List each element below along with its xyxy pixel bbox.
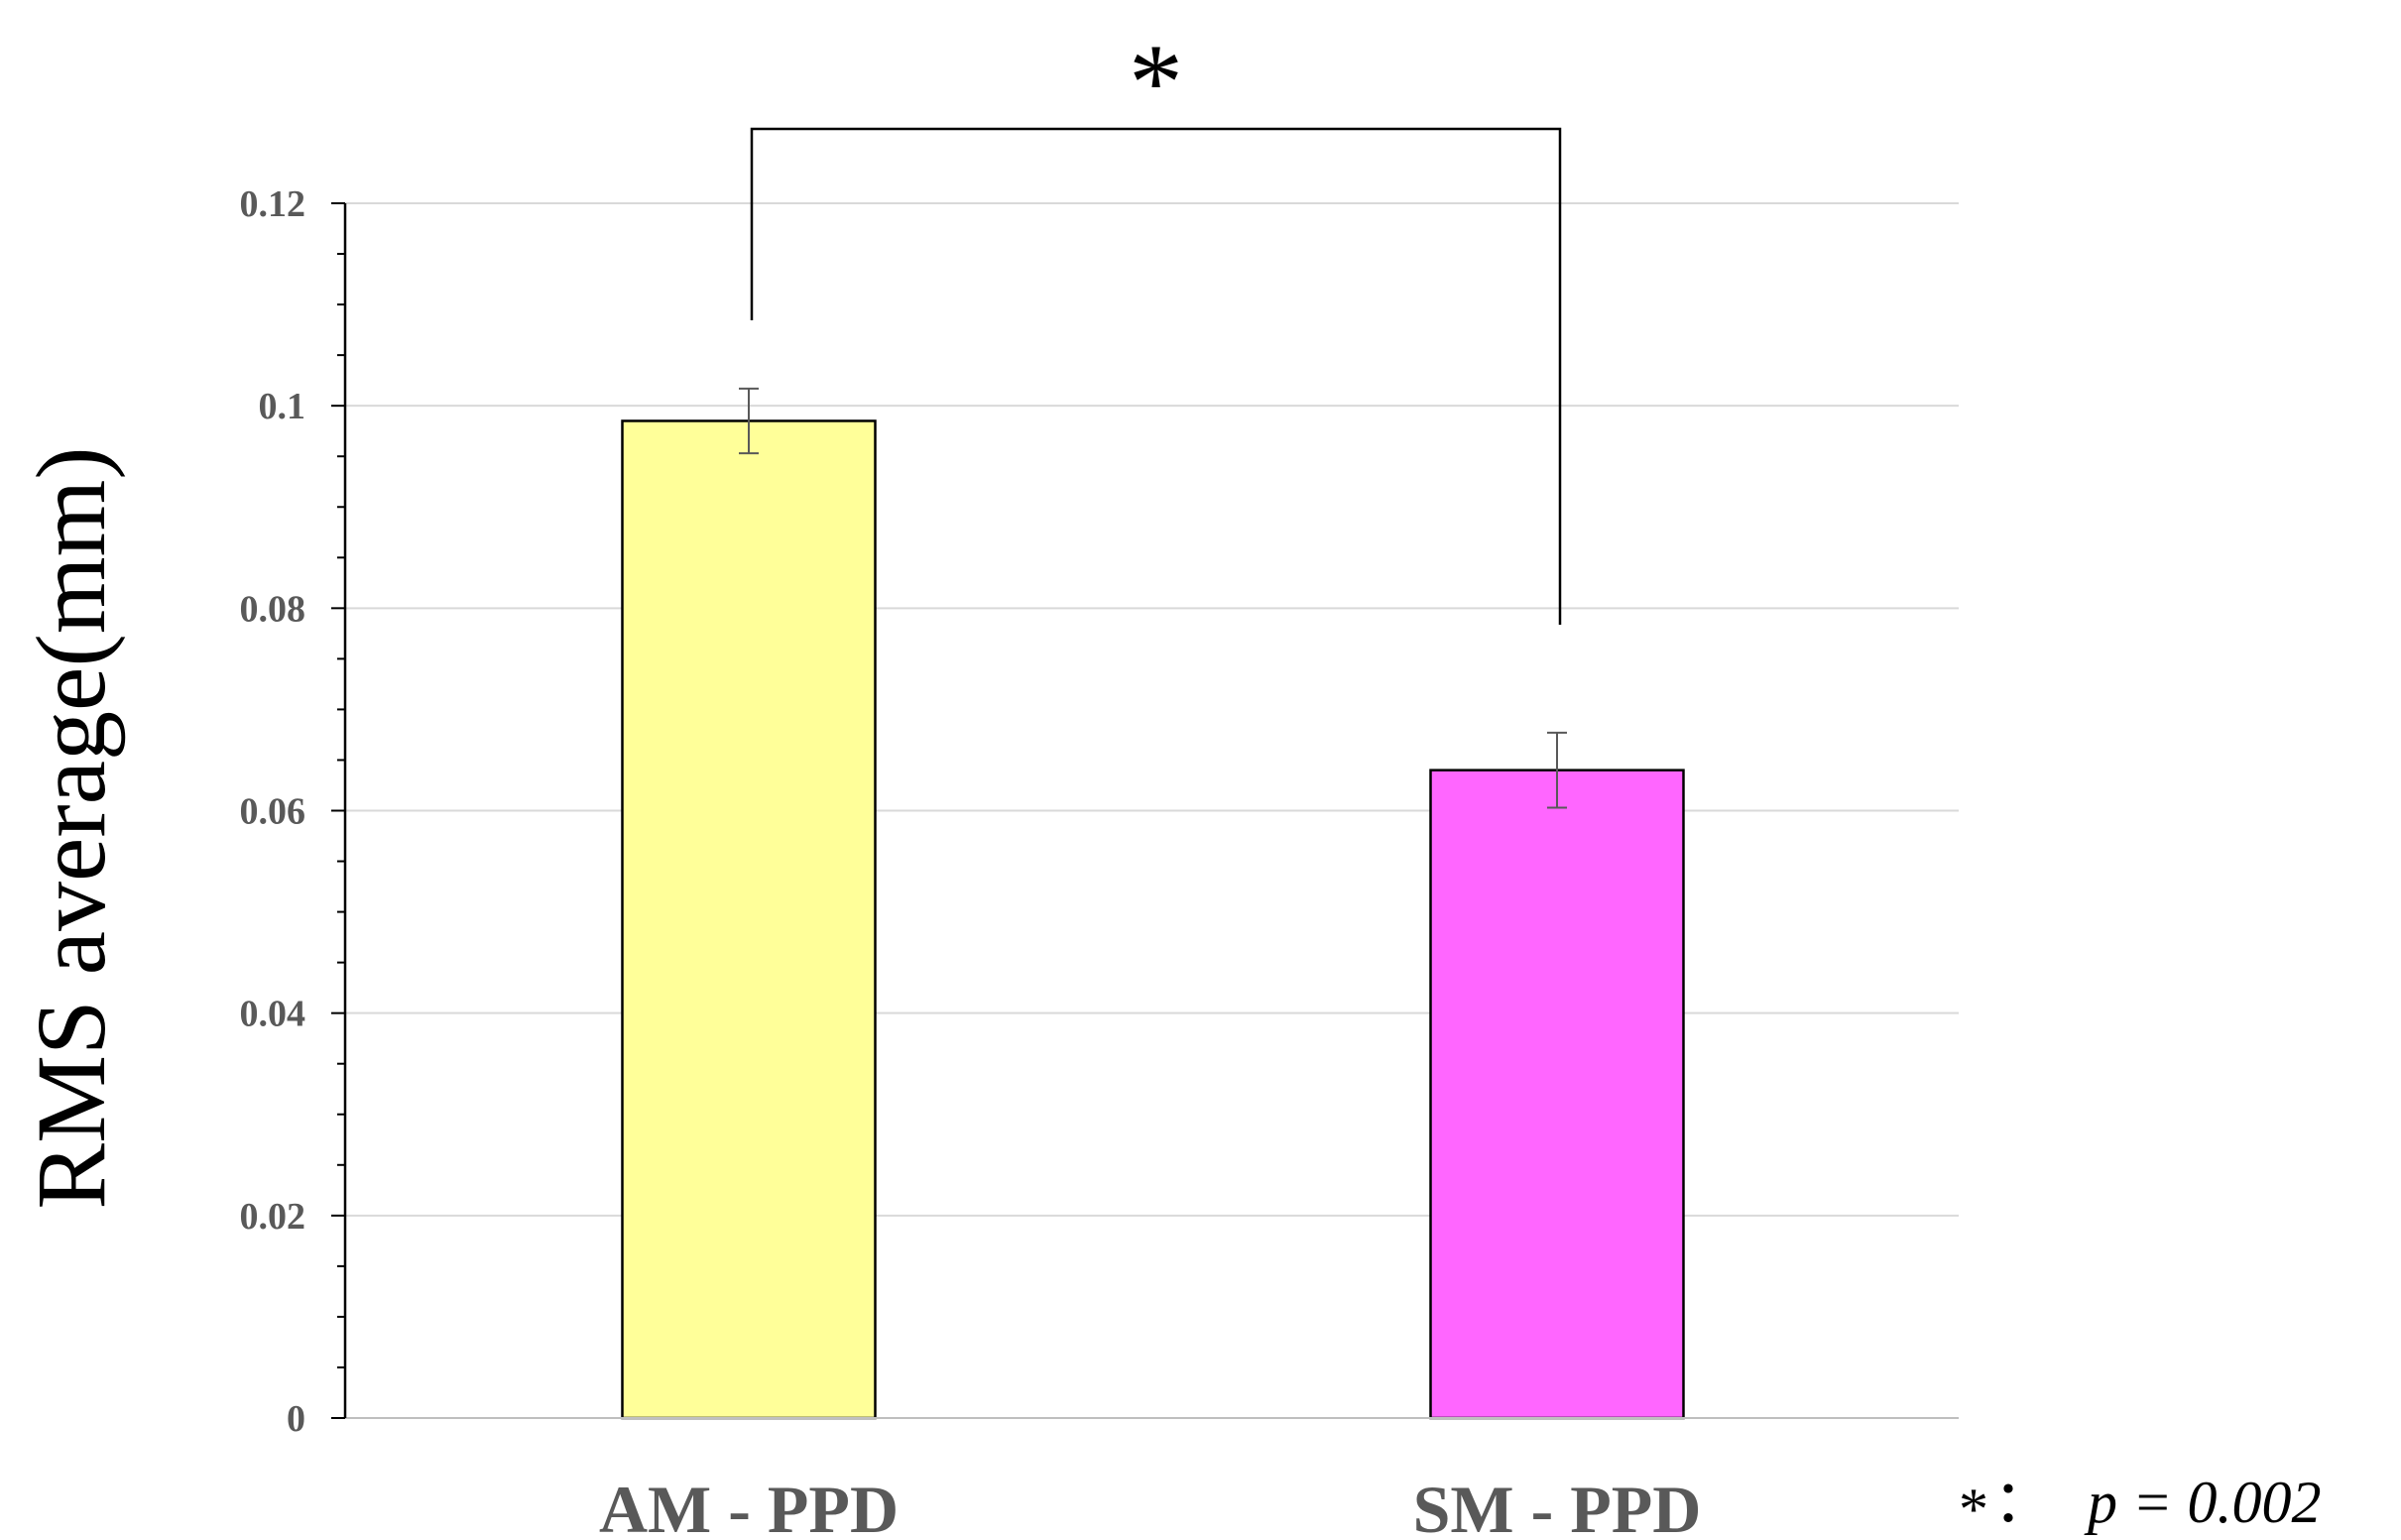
y-tick-label: 0.02 (240, 1196, 306, 1238)
bar (1429, 769, 1685, 1420)
note-separator: ： (1993, 1470, 2053, 1535)
note-star: * (1959, 1477, 1988, 1540)
category-labels: AM - PPD SM - PPD (599, 1472, 1701, 1540)
y-tick-label: 0.12 (240, 183, 306, 225)
y-tick-label: 0.06 (240, 791, 306, 833)
bar (621, 419, 877, 1420)
y-tick-label: 0.08 (240, 588, 306, 630)
bars (621, 419, 1685, 1420)
y-tick-label: 0.04 (240, 994, 306, 1035)
category-label: AM - PPD (599, 1472, 899, 1540)
y-axis-label: RMS average(mm) (16, 446, 126, 1209)
y-tick-labels: 0 0.02 0.04 0.06 0.08 0.1 0.12 (240, 183, 306, 1440)
category-label: SM - PPD (1413, 1472, 1702, 1540)
significance-bracket: * (750, 22, 1562, 625)
bracket-line (750, 127, 1562, 625)
note-p-value: p = 0.002 (2084, 1470, 2322, 1535)
y-tick-label: 0.1 (259, 386, 306, 427)
y-axis (331, 202, 1959, 1419)
error-bars (739, 387, 1567, 809)
significance-note: * ： p = 0.002 (1959, 1470, 2322, 1540)
significance-star: * (1129, 22, 1183, 143)
y-tick-label: 0 (287, 1398, 305, 1440)
gridlines (345, 202, 1959, 1217)
